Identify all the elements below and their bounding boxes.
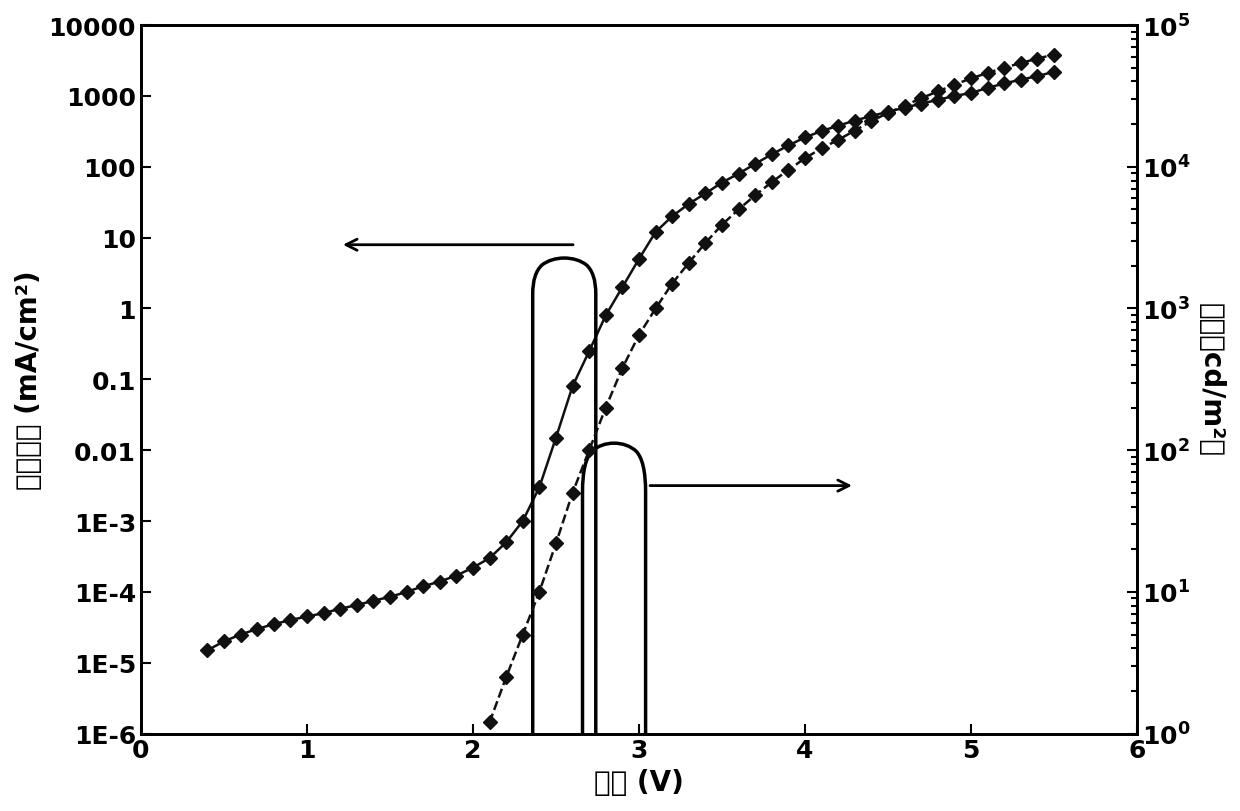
X-axis label: 电压 (V): 电压 (V) [594, 768, 684, 796]
Y-axis label: 电流密度 (mA/cm²): 电流密度 (mA/cm²) [15, 270, 43, 490]
Y-axis label: 亮度（cd/m²）: 亮度（cd/m²） [1197, 303, 1225, 457]
